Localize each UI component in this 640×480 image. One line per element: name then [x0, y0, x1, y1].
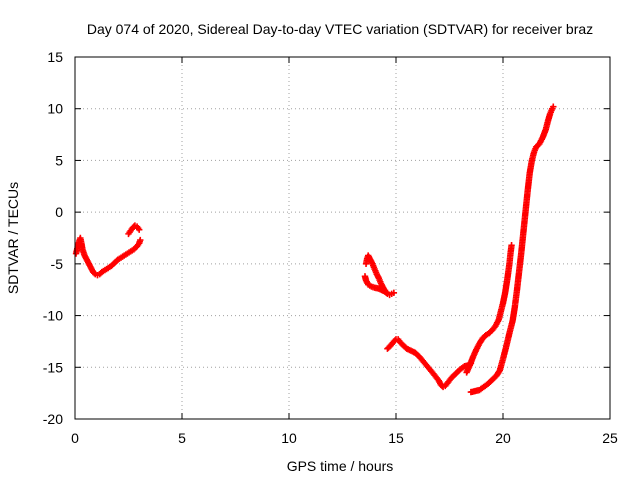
- data-point: [91, 269, 98, 277]
- data-segment: [125, 222, 143, 238]
- data-segment: [463, 242, 515, 376]
- y-tick-label: 15: [47, 49, 63, 65]
- data-point: [508, 242, 515, 249]
- data-point: [384, 289, 391, 297]
- data-segment: [467, 103, 557, 396]
- y-tick-label: 0: [55, 204, 63, 220]
- data-segment: [361, 273, 391, 297]
- data-point: [136, 226, 143, 233]
- grid-layer: [75, 57, 610, 419]
- plot-frame: [74, 56, 611, 420]
- data-point: [550, 103, 557, 110]
- data-layer: [72, 103, 557, 396]
- x-tick-label: 10: [281, 430, 297, 446]
- x-tick-label: 25: [602, 430, 618, 446]
- y-tick-label: -10: [43, 308, 63, 324]
- y-tick-label: 5: [55, 152, 63, 168]
- y-tick-label: -5: [51, 256, 64, 272]
- chart-title: Day 074 of 2020, Sidereal Day-to-day VTE…: [87, 21, 593, 37]
- x-tick-label: 15: [388, 430, 404, 446]
- y-tick-label: -20: [43, 411, 63, 427]
- y-axis-label: SDTVAR / TECUs: [5, 182, 21, 294]
- tick-layer: 0 5 10 15 20 25 -20 -15 -10 -5 0 5 10 15: [43, 49, 618, 446]
- data-segment: [72, 234, 144, 279]
- data-point: [137, 236, 144, 244]
- y-tick-label: -15: [43, 359, 63, 375]
- data-point: [390, 289, 398, 297]
- x-tick-label: 20: [495, 430, 511, 446]
- x-tick-label: 0: [71, 430, 79, 446]
- x-tick-label: 5: [178, 430, 186, 446]
- x-axis-label: GPS time / hours: [287, 458, 394, 474]
- y-tick-label: 10: [47, 101, 63, 117]
